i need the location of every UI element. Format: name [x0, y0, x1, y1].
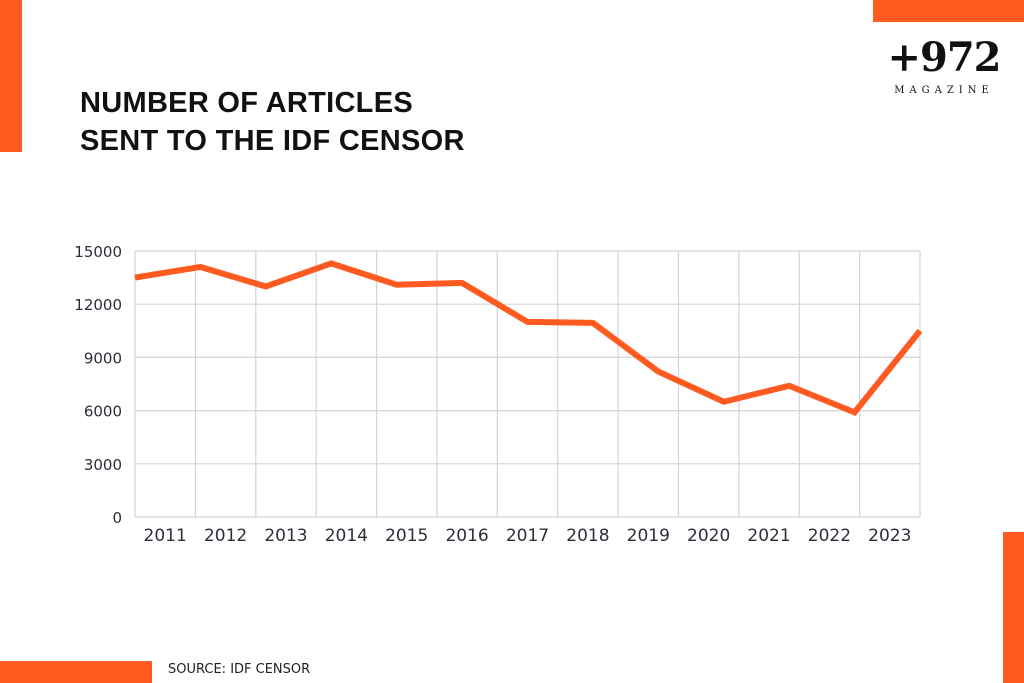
decor-bar-bottom-left	[0, 661, 152, 683]
logo-word: MAGAZINE	[894, 85, 994, 96]
logo: +972 MAGAZINE	[876, 34, 1012, 98]
data-line	[134, 260, 923, 416]
y-tick-label: 9000	[84, 349, 122, 367]
x-tick-label: 2018	[566, 526, 609, 546]
y-tick-label: 3000	[84, 456, 122, 474]
x-tick-label: 2019	[627, 526, 670, 546]
x-tick-label: 2011	[144, 526, 187, 546]
y-tick-label: 6000	[84, 403, 122, 421]
decor-bar-top-right	[873, 0, 1024, 22]
x-tick-label: 2012	[204, 526, 247, 546]
y-tick-label: 0	[112, 509, 122, 527]
x-tick-label: 2020	[687, 526, 730, 546]
y-tick-label: 12000	[74, 296, 122, 314]
x-tick-label: 2023	[868, 526, 911, 546]
decor-bar-top-left	[0, 0, 22, 152]
title-line-1: NUMBER OF ARTICLES	[80, 87, 413, 119]
x-tick-label: 2016	[445, 526, 488, 546]
decor-bar-bottom-right	[1003, 532, 1024, 683]
x-tick-label: 2015	[385, 526, 428, 546]
x-tick-label: 2014	[325, 526, 368, 546]
x-tick-label: 2022	[808, 526, 851, 546]
logo-number: +972	[887, 34, 1001, 81]
x-tick-label: 2021	[747, 526, 790, 546]
y-tick-label: 15000	[74, 243, 122, 261]
title-line-2: SENT TO THE IDF CENSOR	[80, 125, 465, 157]
source-note: SOURCE: IDF CENSOR	[168, 662, 311, 677]
chart-title: NUMBER OF ARTICLES SENT TO THE IDF CENSO…	[80, 84, 465, 160]
x-tick-label: 2013	[264, 526, 307, 546]
x-tick-label: 2017	[506, 526, 549, 546]
